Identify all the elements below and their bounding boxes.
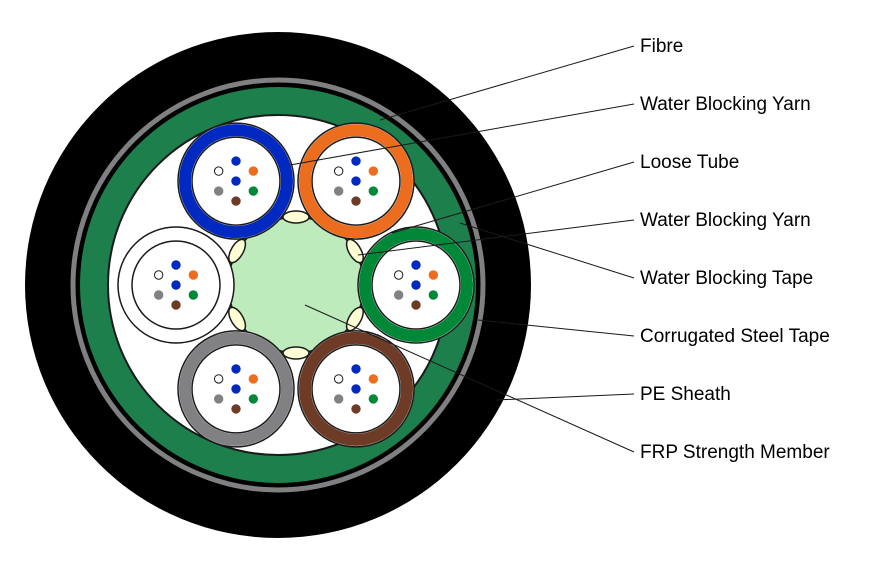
fibre (172, 261, 180, 269)
diagram-label: PE Sheath (640, 384, 731, 406)
fibre (232, 197, 240, 205)
fibre (369, 167, 377, 175)
cable-cross-section-diagram: Fibre Water Blocking Yarn Loose Tube Water … (0, 0, 870, 587)
diagram-label: Water Blocking Yarn (640, 94, 811, 116)
water-blocking-yarn (283, 211, 309, 223)
diagram-label: Loose Tube (640, 152, 739, 174)
fibre (232, 385, 240, 393)
fibre (394, 291, 402, 299)
fibre (369, 395, 377, 403)
fibre (352, 385, 360, 393)
fibre (232, 177, 240, 185)
fibre (352, 197, 360, 205)
fibre (154, 291, 162, 299)
fibre (412, 281, 420, 289)
fibre (249, 375, 257, 383)
fibre (249, 395, 257, 403)
diagram-label: FRP Strength Member (640, 442, 830, 464)
water-blocking-yarn (283, 347, 309, 359)
diagram-label: Water Blocking Tape (640, 268, 813, 290)
fibre (352, 365, 360, 373)
fibre (352, 177, 360, 185)
fibre (334, 167, 342, 175)
fibre (369, 375, 377, 383)
fibre (189, 291, 197, 299)
fibre (394, 271, 402, 279)
fibre (249, 187, 257, 195)
fibre (172, 301, 180, 309)
fibre (412, 261, 420, 269)
fibre (172, 281, 180, 289)
fibre (189, 271, 197, 279)
fibre (214, 395, 222, 403)
fibre (334, 395, 342, 403)
diagram-label: Fibre (640, 36, 683, 58)
fibre (429, 271, 437, 279)
fibre (334, 375, 342, 383)
fibre (334, 187, 342, 195)
fibre (232, 365, 240, 373)
diagram-label: Corrugated Steel Tape (640, 326, 830, 348)
fibre (352, 405, 360, 413)
fibre (214, 167, 222, 175)
fibre (232, 405, 240, 413)
fibre (232, 157, 240, 165)
fibre (352, 157, 360, 165)
fibre (412, 301, 420, 309)
diagram-label: Water Blocking Yarn (640, 210, 811, 232)
fibre (154, 271, 162, 279)
fibre (249, 167, 257, 175)
fibre (369, 187, 377, 195)
fibre (214, 187, 222, 195)
fibre (214, 375, 222, 383)
fibre (429, 291, 437, 299)
